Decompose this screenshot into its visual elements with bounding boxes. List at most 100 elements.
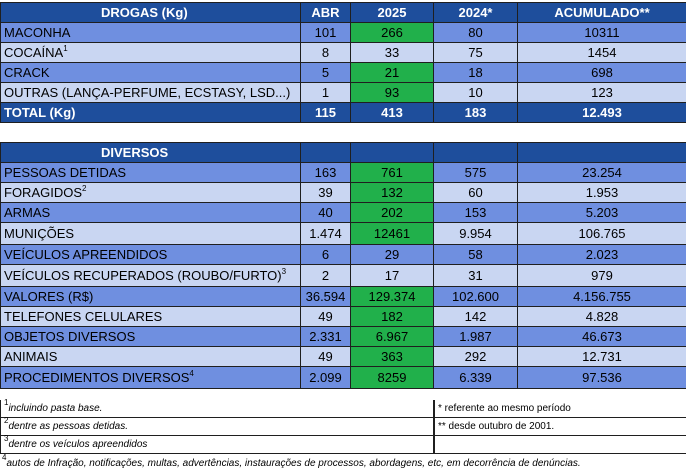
drugs-header-row: DROGAS (Kg) ABR 2025 2024* ACUMULADO** (0, 2, 686, 23)
cell-2025: 202 (350, 202, 434, 223)
cell-2024: 58 (433, 244, 518, 265)
cell-acumulado: 979 (517, 264, 686, 287)
cell-acumulado: 5.203 (517, 202, 686, 223)
cell-abr: 1 (300, 82, 351, 103)
footnote-4: 4autos de Infração, notificações, multas… (2, 453, 581, 470)
cell-acumulado: 97.536 (517, 366, 686, 389)
row-label: VEÍCULOS RECUPERADOS (ROUBO/FURTO)3 (0, 264, 301, 287)
cell-2025: 21 (350, 62, 434, 83)
cell-2025: 12461 (350, 222, 434, 245)
misc-header-row: DIVERSOS (0, 142, 686, 163)
row-label: TELEFONES CELULARES (0, 306, 301, 327)
table-row: ANIMAIS 49 363 292 12.731 (0, 346, 686, 367)
header-2025: 2025 (350, 2, 434, 23)
table-row: CRACK 5 21 18 698 (0, 62, 686, 83)
cell-2025: 29 (350, 244, 434, 265)
cell-acumulado: 1454 (517, 42, 686, 63)
header-acumulado: ACUMULADO** (517, 2, 686, 23)
row-label: PESSOAS DETIDAS (0, 162, 301, 183)
total-acumulado: 12.493 (517, 102, 686, 123)
row-label: OBJETOS DIVERSOS (0, 326, 301, 347)
cell-acumulado: 10311 (517, 22, 686, 43)
header-blank (433, 142, 518, 163)
cell-acumulado: 12.731 (517, 346, 686, 367)
drugs-header-label: DROGAS (Kg) (0, 2, 301, 23)
footnote-3: 3dentre os veículos apreendidos (4, 434, 148, 451)
note-since-2001: ** desde outubro de 2001. (438, 421, 555, 432)
footnote-box-right (433, 418, 686, 436)
cell-2025: 6.967 (350, 326, 434, 347)
row-label: FORAGIDOS2 (0, 182, 301, 203)
table-row: OUTRAS (LANÇA-PERFUME, ECSTASY, LSD...) … (0, 82, 686, 103)
cell-2024: 575 (433, 162, 518, 183)
cell-2024: 9.954 (433, 222, 518, 245)
footnote-box-right (433, 436, 686, 454)
cell-acumulado: 123 (517, 82, 686, 103)
drugs-table: DROGAS (Kg) ABR 2025 2024* ACUMULADO** M… (0, 2, 686, 123)
cell-acumulado: 4.156.755 (517, 286, 686, 307)
header-2024: 2024* (433, 2, 518, 23)
table-row: COCAÍNA1 8 33 75 1454 (0, 42, 686, 63)
table-row: TELEFONES CELULARES 49 182 142 4.828 (0, 306, 686, 327)
cell-2025: 33 (350, 42, 434, 63)
header-blank (300, 142, 351, 163)
cell-2024: 1.987 (433, 326, 518, 347)
cell-2024: 31 (433, 264, 518, 287)
cell-2025: 8259 (350, 366, 434, 389)
cell-abr: 1.474 (300, 222, 351, 245)
total-2025: 413 (350, 102, 434, 123)
footnote-2: 2dentre as pessoas detidas. (4, 416, 128, 433)
row-label: ANIMAIS (0, 346, 301, 367)
note-ref-period: * referente ao mesmo período (438, 403, 571, 414)
cell-2025: 363 (350, 346, 434, 367)
cell-abr: 2.099 (300, 366, 351, 389)
cell-abr: 49 (300, 346, 351, 367)
row-label: VEÍCULOS APREENDIDOS (0, 244, 301, 265)
row-label: OUTRAS (LANÇA-PERFUME, ECSTASY, LSD...) (0, 82, 301, 103)
table-row: OBJETOS DIVERSOS 2.331 6.967 1.987 46.67… (0, 326, 686, 347)
cell-acumulado: 23.254 (517, 162, 686, 183)
cell-2025: 132 (350, 182, 434, 203)
cell-acumulado: 2.023 (517, 244, 686, 265)
cell-abr: 49 (300, 306, 351, 327)
table-row: FORAGIDOS2 39 132 60 1.953 (0, 182, 686, 203)
table-row: VEÍCULOS APREENDIDOS 6 29 58 2.023 (0, 244, 686, 265)
total-row: TOTAL (Kg) 115 413 183 12.493 (0, 102, 686, 123)
cell-2024: 292 (433, 346, 518, 367)
cell-2024: 153 (433, 202, 518, 223)
footnote-1: 1incluindo pasta base. (4, 398, 103, 415)
table-row: PESSOAS DETIDAS 163 761 575 23.254 (0, 162, 686, 183)
cell-2024: 75 (433, 42, 518, 63)
header-blank (517, 142, 686, 163)
table-row: MACONHA 101 266 80 10311 (0, 22, 686, 43)
row-label: CRACK (0, 62, 301, 83)
cell-2025: 266 (350, 22, 434, 43)
misc-table: DIVERSOS PESSOAS DETIDAS 163 761 575 23.… (0, 142, 686, 389)
cell-2024: 102.600 (433, 286, 518, 307)
cell-abr: 101 (300, 22, 351, 43)
table-row: PROCEDIMENTOS DIVERSOS4 2.099 8259 6.339… (0, 366, 686, 389)
row-label: ARMAS (0, 202, 301, 223)
cell-2024: 10 (433, 82, 518, 103)
row-label: MACONHA (0, 22, 301, 43)
row-label: MUNIÇÕES (0, 222, 301, 245)
cell-2025: 761 (350, 162, 434, 183)
table-row: MUNIÇÕES 1.474 12461 9.954 106.765 (0, 222, 686, 245)
cell-2025: 17 (350, 264, 434, 287)
cell-2024: 18 (433, 62, 518, 83)
footnote-box-left (0, 436, 435, 454)
header-abr: ABR (300, 2, 351, 23)
cell-acumulado: 46.673 (517, 326, 686, 347)
cell-2025: 129.374 (350, 286, 434, 307)
cell-abr: 5 (300, 62, 351, 83)
cell-2024: 142 (433, 306, 518, 327)
footnote-box-left (0, 400, 435, 418)
table-row: VALORES (R$) 36.594 129.374 102.600 4.15… (0, 286, 686, 307)
table-row: ARMAS 40 202 153 5.203 (0, 202, 686, 223)
total-abr: 115 (300, 102, 351, 123)
total-label: TOTAL (Kg) (0, 102, 301, 123)
footnote-box-right (433, 400, 686, 418)
cell-2024: 80 (433, 22, 518, 43)
cell-2025: 182 (350, 306, 434, 327)
cell-abr: 8 (300, 42, 351, 63)
